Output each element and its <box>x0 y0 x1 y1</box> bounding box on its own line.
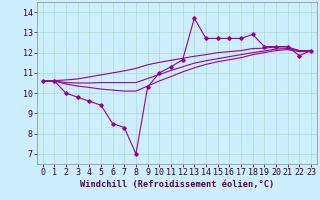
X-axis label: Windchill (Refroidissement éolien,°C): Windchill (Refroidissement éolien,°C) <box>80 180 274 189</box>
